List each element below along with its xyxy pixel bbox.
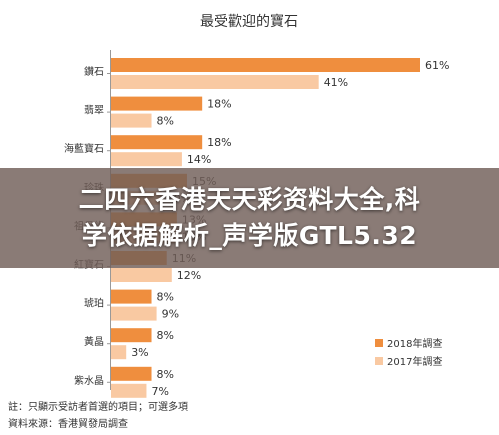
bar-2018 xyxy=(111,366,152,381)
data-label: 41% xyxy=(324,76,348,89)
bar-2017 xyxy=(111,268,172,282)
category-label: 黃晶 xyxy=(84,335,104,348)
bar-2017 xyxy=(111,152,182,167)
footnote-note: 註：只顯示受訪者首選的項目；可選多項 xyxy=(8,400,188,413)
category-label: 翡翠 xyxy=(84,104,104,117)
data-label: 18% xyxy=(207,98,231,111)
data-label: 9% xyxy=(162,308,179,321)
bar-2017 xyxy=(111,306,157,321)
data-label: 8% xyxy=(157,368,174,381)
data-label: 12% xyxy=(177,269,201,282)
bar-2017 xyxy=(111,383,147,398)
chart-title: 最受歡迎的寶石 xyxy=(200,14,298,30)
category-label: 海藍寶石 xyxy=(64,142,104,155)
legend: 2018年調查 2017年調查 xyxy=(375,337,442,368)
legend-label: 2018年調查 xyxy=(387,337,442,350)
category-label: 鑽石 xyxy=(84,65,104,78)
watermark-band xyxy=(0,168,499,268)
footnote-source: 資料來源：香港貿發局調查 xyxy=(8,417,128,430)
legend-swatch xyxy=(375,357,383,365)
data-label: 14% xyxy=(187,153,211,166)
legend-swatch xyxy=(375,339,383,347)
data-label: 8% xyxy=(157,329,174,342)
bar-2018 xyxy=(111,96,203,111)
bar-2018 xyxy=(111,58,420,72)
data-label: 7% xyxy=(151,385,168,398)
category-label: 紫水晶 xyxy=(74,375,104,387)
watermark-line-1: 二四六香港天天彩资料大全,科 xyxy=(78,185,421,214)
watermark-line-2: 学依据解析_声学版GTL5.32 xyxy=(81,221,418,250)
data-label: 3% xyxy=(131,346,148,359)
data-label: 18% xyxy=(207,136,231,149)
bar-2018 xyxy=(111,289,152,304)
bar-2018 xyxy=(111,328,152,343)
data-label: 8% xyxy=(157,115,174,128)
data-label: 8% xyxy=(157,291,174,304)
category-label: 琥珀 xyxy=(84,297,104,310)
watermark-caption: 二四六香港天天彩资料大全,科 学依据解析_声学版GTL5.32 xyxy=(0,182,499,254)
bar-2017 xyxy=(111,75,319,89)
bar-2018 xyxy=(111,135,203,150)
bar-2017 xyxy=(111,113,152,128)
bar-2017 xyxy=(111,345,127,360)
data-label: 61% xyxy=(425,59,449,72)
legend-label: 2017年調查 xyxy=(387,355,442,368)
